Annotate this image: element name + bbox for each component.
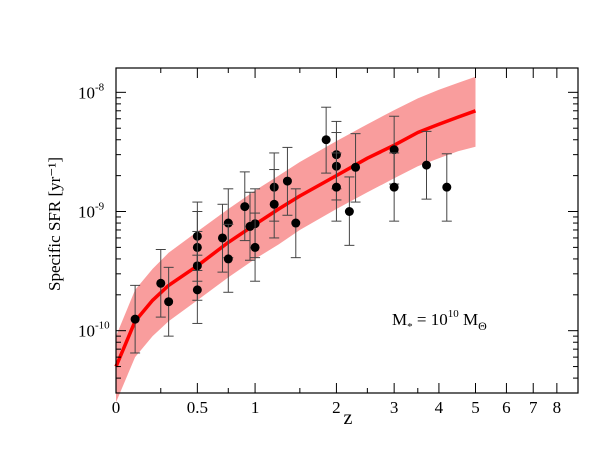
point-marker (422, 160, 432, 170)
data-point (223, 223, 234, 293)
point-marker (156, 278, 166, 288)
model-band-area (116, 76, 476, 403)
data-point (282, 146, 293, 216)
data-point (344, 176, 355, 246)
mass-annotation: M* = 1010 MΘ (392, 308, 487, 333)
x-tick-label: 0.5 (187, 398, 208, 417)
point-marker (192, 285, 202, 295)
point-marker (240, 202, 250, 212)
data-point (331, 152, 342, 222)
point-marker (331, 182, 341, 192)
point-marker (351, 162, 361, 172)
y-tick-label: 10-10 (78, 320, 110, 341)
x-tick-label: 8 (553, 398, 562, 417)
data-point (250, 212, 261, 282)
y-tick-label: 10-9 (78, 201, 105, 222)
point-marker (164, 297, 174, 307)
data-point (155, 248, 166, 318)
x-axis-label: z (344, 407, 353, 429)
plot-frame (115, 67, 579, 394)
point-marker (269, 199, 279, 209)
x-tick-label: 6 (502, 398, 511, 417)
x-tick-label: 4 (435, 398, 444, 417)
x-tick-label: 3 (390, 398, 399, 417)
point-marker (389, 145, 399, 155)
data-point (269, 169, 280, 239)
point-marker (344, 207, 354, 217)
axes (115, 67, 579, 394)
y-tick-label: 10-8 (78, 81, 105, 102)
point-marker (130, 314, 140, 324)
x-tick-label: 7 (529, 398, 538, 417)
point-marker (223, 254, 233, 264)
data-point (163, 266, 174, 337)
data-point (217, 203, 228, 273)
point-marker (217, 233, 227, 243)
data-points (130, 106, 452, 354)
x-tick-label: 0 (112, 398, 121, 417)
point-marker (291, 218, 301, 228)
data-point (192, 254, 203, 324)
data-point (421, 130, 432, 200)
y-axis-label: Specific SFR [yr⁻¹] (45, 157, 64, 291)
model-band (116, 76, 476, 403)
data-point (130, 284, 141, 354)
point-marker (321, 135, 331, 145)
data-point (290, 188, 301, 259)
point-marker (223, 218, 233, 228)
data-point (350, 133, 361, 203)
point-marker (250, 242, 260, 252)
point-marker (282, 176, 292, 186)
data-point (441, 153, 452, 222)
tick-labels: 0 0.5 1 2 3 4 5 6 7 8 10-10 10-9 10-8 (78, 81, 561, 417)
x-tick-label: 1 (251, 398, 260, 417)
data-point (321, 106, 332, 174)
x-tick-label: 5 (471, 398, 480, 417)
data-point (239, 171, 250, 242)
point-marker (389, 182, 399, 192)
x-tick-label: 2 (332, 398, 341, 417)
data-point (389, 152, 400, 222)
point-marker (442, 182, 452, 192)
